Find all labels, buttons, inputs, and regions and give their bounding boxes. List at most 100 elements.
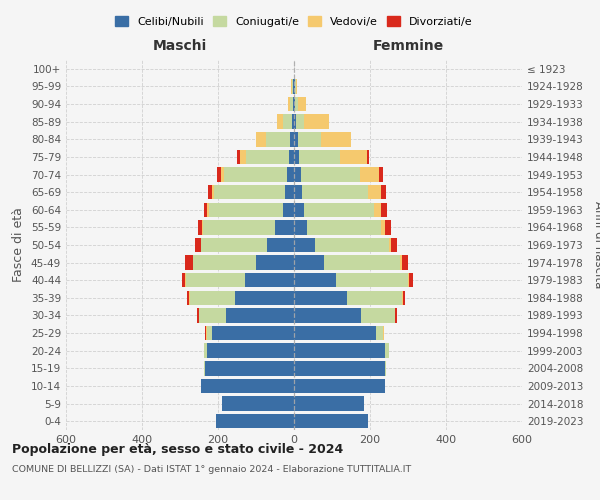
Bar	[294, 396, 364, 411]
Bar	[205, 326, 206, 340]
Bar	[275, 220, 294, 234]
Bar	[304, 202, 374, 217]
Bar	[307, 220, 382, 234]
Bar	[294, 202, 304, 217]
Bar	[382, 202, 387, 217]
Bar	[360, 168, 379, 181]
Bar	[198, 220, 202, 234]
Bar	[287, 168, 294, 181]
Bar	[206, 326, 212, 340]
Bar	[292, 79, 293, 94]
Bar	[374, 202, 382, 217]
Bar	[385, 344, 389, 358]
Bar	[367, 150, 369, 164]
Bar	[201, 378, 294, 393]
Bar	[294, 378, 385, 393]
Bar	[290, 132, 294, 146]
Text: COMUNE DI BELLIZZI (SA) - Dati ISTAT 1° gennaio 2024 - Elaborazione TUTTITALIA.I: COMUNE DI BELLIZZI (SA) - Dati ISTAT 1° …	[12, 466, 411, 474]
Bar	[294, 168, 301, 181]
Bar	[403, 290, 405, 305]
Bar	[298, 97, 306, 112]
Bar	[202, 220, 203, 234]
Bar	[283, 202, 294, 217]
Bar	[256, 256, 294, 270]
Bar	[294, 132, 298, 146]
Bar	[409, 273, 413, 287]
Bar	[382, 185, 386, 200]
Bar	[205, 361, 294, 376]
Bar	[186, 273, 245, 287]
Bar	[190, 290, 235, 305]
Bar	[203, 202, 208, 217]
Bar	[379, 168, 383, 181]
Bar	[293, 97, 294, 112]
Bar	[212, 185, 214, 200]
Bar	[325, 256, 400, 270]
Bar	[265, 132, 290, 146]
Bar	[195, 238, 200, 252]
Bar	[302, 185, 368, 200]
Bar	[283, 114, 292, 129]
Bar	[395, 308, 397, 322]
Bar	[295, 97, 298, 112]
Bar	[294, 273, 336, 287]
Bar	[400, 256, 401, 270]
Bar	[209, 202, 283, 217]
Bar	[294, 290, 347, 305]
Y-axis label: Anni di nascita: Anni di nascita	[592, 202, 600, 288]
Bar	[256, 132, 265, 146]
Bar	[197, 308, 199, 322]
Bar	[240, 150, 246, 164]
Bar	[268, 238, 294, 252]
Bar	[206, 344, 294, 358]
Bar	[294, 114, 296, 129]
Legend: Celibi/Nubili, Coniugati/e, Vedovi/e, Divorziati/e: Celibi/Nubili, Coniugati/e, Vedovi/e, Di…	[113, 14, 475, 29]
Bar	[294, 308, 361, 322]
Text: Femmine: Femmine	[373, 39, 443, 53]
Bar	[382, 220, 385, 234]
Bar	[315, 238, 389, 252]
Text: Maschi: Maschi	[153, 39, 207, 53]
Bar	[294, 414, 368, 428]
Bar	[401, 256, 409, 270]
Bar	[383, 326, 385, 340]
Bar	[203, 220, 275, 234]
Bar	[389, 238, 391, 252]
Bar	[299, 150, 340, 164]
Bar	[361, 308, 395, 322]
Bar	[292, 114, 294, 129]
Bar	[294, 150, 299, 164]
Bar	[284, 185, 294, 200]
Bar	[222, 396, 294, 411]
Bar	[224, 168, 287, 181]
Bar	[294, 97, 295, 112]
Bar	[304, 114, 329, 129]
Bar	[216, 414, 294, 428]
Bar	[208, 202, 209, 217]
Bar	[294, 79, 295, 94]
Bar	[288, 97, 290, 112]
Bar	[298, 132, 320, 146]
Bar	[237, 150, 240, 164]
Bar	[185, 256, 193, 270]
Bar	[290, 97, 293, 112]
Bar	[295, 79, 296, 94]
Bar	[340, 150, 367, 164]
Bar	[294, 238, 315, 252]
Bar	[408, 273, 409, 287]
Bar	[289, 150, 294, 164]
Bar	[347, 290, 403, 305]
Bar	[201, 238, 268, 252]
Bar	[368, 185, 382, 200]
Bar	[193, 256, 256, 270]
Bar	[385, 220, 391, 234]
Bar	[187, 290, 189, 305]
Bar	[182, 273, 185, 287]
Bar	[203, 344, 206, 358]
Bar	[296, 79, 298, 94]
Bar	[294, 326, 376, 340]
Bar	[294, 185, 302, 200]
Bar	[294, 361, 385, 376]
Bar	[221, 168, 224, 181]
Bar	[385, 361, 386, 376]
